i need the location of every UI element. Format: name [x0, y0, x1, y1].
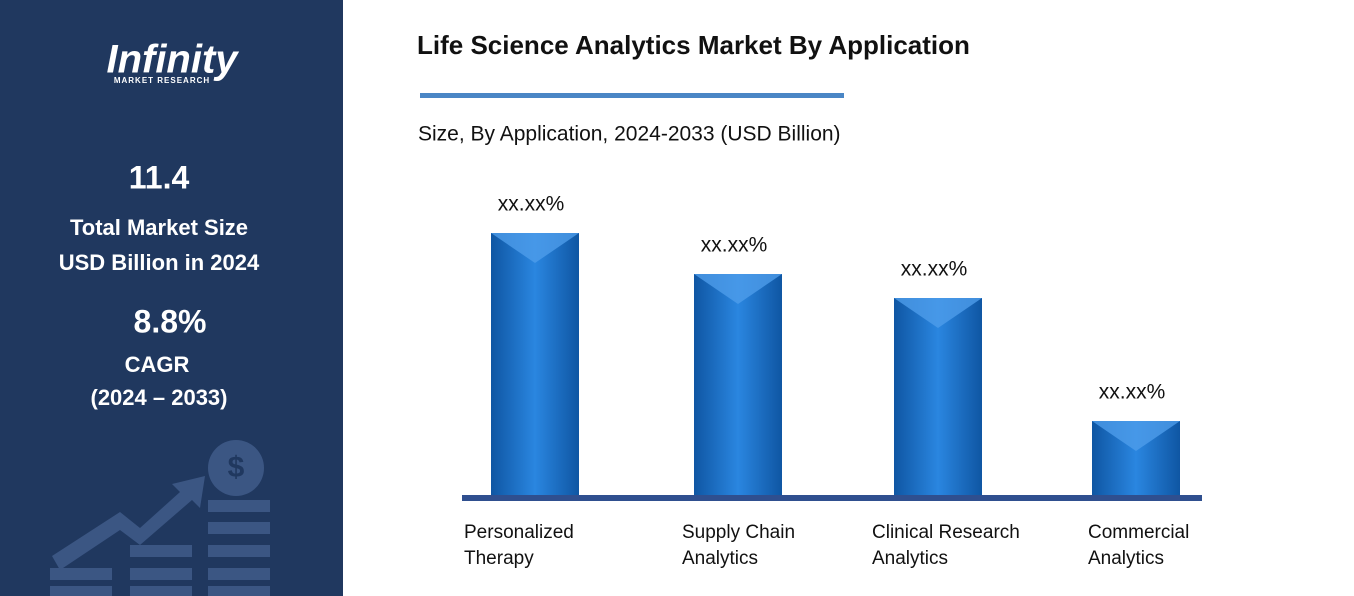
value-label: xx.xx% [901, 258, 968, 281]
sidebar-icon [50, 440, 270, 596]
cagr-label: CAGR [125, 352, 190, 377]
baseline [462, 495, 1202, 501]
title-underline [420, 93, 844, 98]
value-label: xx.xx% [701, 234, 768, 257]
dollar-icon: $ [228, 451, 245, 484]
market-size-label: USD Billion in 2024 [59, 250, 260, 275]
bar-bevel [694, 274, 782, 304]
value-label: xx.xx% [1099, 381, 1166, 404]
sidebar [0, 0, 343, 596]
logo: Infinity [106, 38, 239, 82]
bar [491, 233, 579, 497]
bar [694, 274, 782, 497]
x-tick-label: Personalized Therapy [464, 522, 574, 569]
chart-subtitle: Size, By Application, 2024-2033 (USD Bil… [418, 123, 841, 146]
bar-bevel [894, 298, 982, 328]
logo-sub: MARKET RESEARCH [114, 76, 210, 85]
bar [894, 298, 982, 497]
chart-title: Life Science Analytics Market By Applica… [417, 30, 970, 60]
cagr-period: (2024 – 2033) [91, 385, 228, 410]
market-size-label: Total Market Size [70, 215, 248, 240]
market-size: 11.4 [129, 159, 190, 195]
bar-bevel [1092, 421, 1180, 451]
x-tick-label: Supply Chain Analytics [682, 522, 795, 569]
bar-bevel [491, 233, 579, 263]
value-label: xx.xx% [498, 193, 565, 216]
x-tick-label: Clinical Research Analytics [872, 522, 1020, 569]
cagr: 8.8% [134, 303, 207, 339]
x-tick-label: Commercial Analytics [1088, 522, 1189, 569]
